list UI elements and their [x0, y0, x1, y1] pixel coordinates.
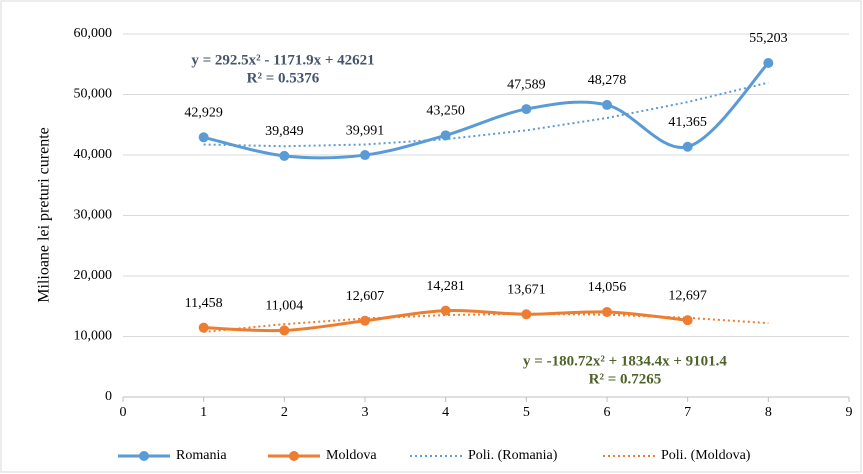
marker — [198, 322, 209, 333]
y-tick-label: 20,000 — [74, 268, 113, 283]
data-label: 47,589 — [507, 77, 546, 92]
x-tick-label: 4 — [442, 405, 449, 420]
x-tick-label: 6 — [604, 405, 611, 420]
data-label: 39,991 — [346, 123, 385, 138]
marker — [682, 141, 693, 152]
y-tick-label: 40,000 — [74, 147, 113, 162]
y-axis-label: Milioane lei preturi curente — [36, 127, 53, 302]
y-tick-label: 0 — [105, 389, 112, 404]
x-tick-label: 2 — [281, 405, 288, 420]
data-label: 11,458 — [185, 296, 223, 311]
x-tick-label: 0 — [120, 405, 127, 420]
y-tick-label: 60,000 — [74, 26, 113, 41]
marker — [440, 305, 451, 316]
legend-label: Poli. (Moldova) — [661, 448, 751, 463]
data-label: 55,203 — [749, 31, 788, 46]
y-tick-label: 10,000 — [74, 329, 113, 344]
data-label: 39,849 — [265, 124, 304, 139]
x-tick-label: 1 — [200, 405, 207, 420]
data-label: 14,281 — [426, 279, 465, 294]
marker — [279, 325, 290, 336]
legend-label: Romania — [176, 448, 227, 463]
x-tick-label: 9 — [846, 405, 853, 420]
marker — [682, 315, 693, 326]
marker — [602, 99, 612, 110]
data-label: 14,056 — [588, 280, 627, 295]
data-label: 41,365 — [668, 115, 707, 130]
marker — [602, 306, 612, 317]
data-label: 48,278 — [588, 73, 627, 88]
trend-equation: y = -180.72x² + 1834.4x + 9101.4 — [523, 353, 727, 369]
legend-marker — [139, 451, 149, 461]
marker — [440, 130, 451, 141]
x-tick-label: 8 — [765, 405, 772, 420]
data-label: 12,607 — [346, 289, 385, 304]
marker — [763, 58, 774, 69]
marker — [198, 132, 209, 143]
legend-label: Poli. (Romania) — [468, 448, 558, 463]
x-tick-label: 5 — [523, 405, 530, 420]
y-tick-label: 30,000 — [74, 208, 113, 223]
marker — [521, 104, 532, 115]
y-tick-label: 50,000 — [74, 87, 113, 102]
marker — [360, 150, 370, 161]
x-tick-label: 7 — [684, 405, 691, 420]
trend-equation: y = 292.5x² - 1171.9x + 42621 — [191, 52, 374, 68]
trend-equation: R² = 0.7265 — [589, 371, 662, 387]
legend-marker — [289, 451, 299, 461]
marker — [521, 309, 532, 320]
data-label: 11,004 — [265, 299, 303, 314]
marker — [360, 315, 370, 326]
marker — [279, 150, 290, 161]
data-label: 42,929 — [184, 105, 223, 120]
x-tick-label: 3 — [362, 405, 369, 420]
trend-equation: R² = 0.5376 — [247, 70, 320, 86]
data-label: 12,697 — [668, 288, 707, 303]
legend-label: Moldova — [326, 448, 377, 463]
data-label: 43,250 — [426, 104, 465, 119]
data-label: 13,671 — [507, 283, 546, 298]
